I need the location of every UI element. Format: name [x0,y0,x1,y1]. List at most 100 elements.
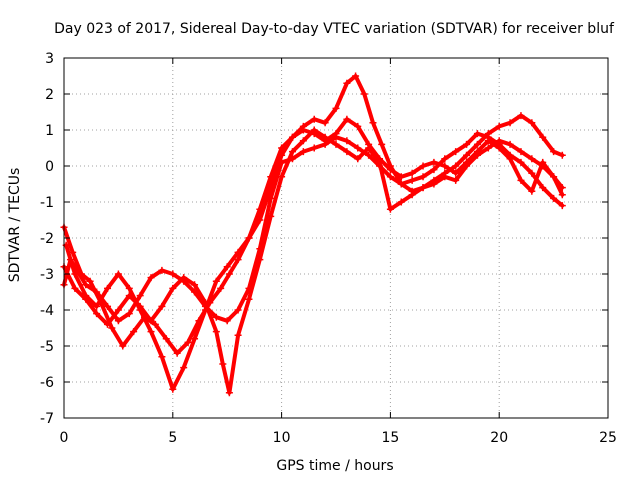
y-tick-labels: -7 -6 -5 -4 -3 -2 -1 0 1 2 3 [40,51,54,427]
data-point [104,302,112,310]
series-track-3 [62,115,566,393]
data-point [108,324,116,332]
data-point [473,151,481,159]
data-point [343,137,351,145]
data-point [125,284,133,292]
data-point [147,317,155,325]
data-point [119,342,127,350]
chart-title: Day 023 of 2017, Sidereal Day-to-day VTE… [54,21,615,37]
x-tick-label: 25 [599,430,617,446]
series-layer [60,72,566,397]
data-point [495,144,503,152]
y-tick-label: -7 [40,411,54,427]
data-point [430,180,438,188]
data-point [558,151,566,159]
y-axis-label: SDTVAR / TECUs [7,168,23,283]
data-point [452,176,460,184]
data-point [86,277,94,285]
data-point [147,328,155,336]
data-point [234,256,242,264]
data-point [130,328,138,336]
data-point [550,194,558,202]
data-point [114,306,122,314]
data-point [219,360,227,368]
y-tick-label: -1 [40,195,54,211]
data-point [495,137,503,145]
data-point [288,148,296,156]
data-point [158,353,166,361]
data-point [452,148,460,156]
data-point [473,130,481,138]
series-line [62,74,565,356]
data-point [441,155,449,163]
data-point [354,155,362,163]
data-point [169,385,177,393]
data-point [463,151,471,159]
data-point [173,349,181,357]
data-point [419,184,427,192]
y-tick-label: -6 [40,375,54,391]
data-point [354,144,362,152]
data-point [430,166,438,174]
data-point [539,133,547,141]
data-point [212,277,220,285]
y-tick-label: 1 [45,123,54,139]
data-point [180,364,188,372]
data-point [528,119,536,127]
series-line [62,128,565,395]
data-point [369,119,377,127]
data-point [125,292,133,300]
data-point [397,173,405,181]
data-point [332,130,340,138]
data-point [82,295,90,303]
data-point [539,184,547,192]
data-point [506,119,514,127]
data-point [463,140,471,148]
data-point [484,144,492,152]
data-point [386,173,394,181]
data-point [71,284,79,292]
data-point [191,281,199,289]
data-point [191,335,199,343]
data-point [114,317,122,325]
data-point [528,155,536,163]
data-point [397,180,405,188]
ticks [63,57,609,419]
data-point [212,328,220,336]
x-axis-label: GPS time / hours [276,458,393,474]
data-point [136,302,144,310]
data-point [104,320,112,328]
data-point [360,90,368,98]
data-point [234,248,242,256]
data-point [234,306,242,314]
data-point [234,331,242,339]
data-point [419,173,427,181]
data-point [376,158,384,166]
data-point [517,112,525,120]
data-point [169,284,177,292]
y-tick-label: 2 [45,87,54,103]
data-point [539,162,547,170]
data-point [77,270,85,278]
data-point [217,284,225,292]
data-point [71,270,79,278]
data-point [365,144,373,152]
x-tick-label: 15 [381,430,399,446]
data-point [321,133,329,141]
data-point [169,270,177,278]
data-point [484,137,492,145]
data-point [365,151,373,159]
data-point [267,184,275,192]
data-point [386,205,394,213]
data-point [452,162,460,170]
data-point [397,198,405,206]
x-tick-label: 20 [490,430,508,446]
data-point [430,158,438,166]
data-point [550,148,558,156]
data-point [310,126,318,134]
data-point [408,169,416,177]
data-point [114,270,122,278]
data-point [162,335,170,343]
y-tick-label: -3 [40,267,54,283]
